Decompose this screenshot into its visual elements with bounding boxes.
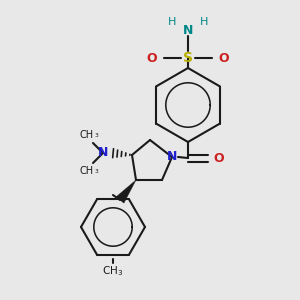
Text: S: S [183,51,193,65]
Text: N: N [183,23,193,37]
Text: O: O [214,152,224,164]
Text: CH: CH [80,130,94,140]
Text: O: O [219,52,229,64]
Polygon shape [116,180,136,203]
Text: N: N [167,151,177,164]
Text: H: H [168,17,176,27]
Text: N: N [98,146,108,160]
Text: $_3$: $_3$ [94,130,100,140]
Text: CH: CH [80,166,94,176]
Text: H: H [200,17,208,27]
Text: CH$_3$: CH$_3$ [102,264,124,278]
Text: O: O [147,52,157,64]
Text: $_3$: $_3$ [94,167,100,176]
